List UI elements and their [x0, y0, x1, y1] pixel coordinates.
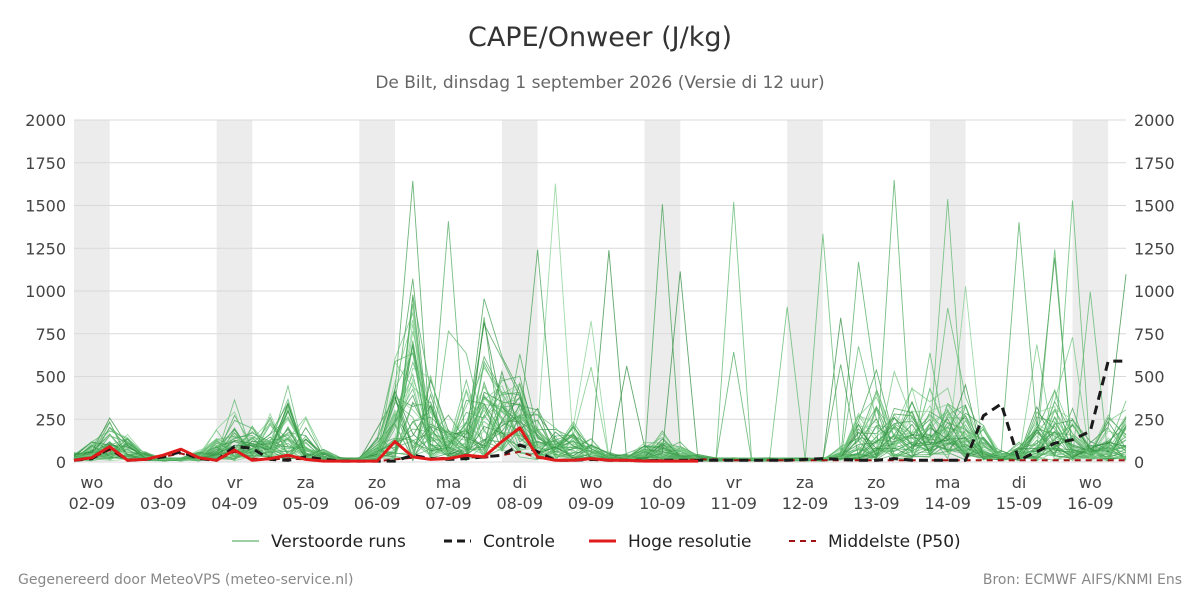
- ensemble-run-line: [73, 261, 1127, 462]
- x-tick-date: 06-09: [354, 494, 401, 513]
- footer-source: Bron: ECMWF AIFS/KNMI Ens: [982, 572, 1182, 588]
- y-tick-label-right: 1750: [1134, 154, 1175, 173]
- x-tick-day: zo: [368, 473, 386, 492]
- y-tick-label-left: 1000: [25, 282, 66, 301]
- y-tick-label-right: 0: [1134, 453, 1144, 472]
- footer-generator: Gegenereerd door MeteoVPS (meteo-service…: [18, 572, 354, 588]
- x-tick-day: ma: [935, 473, 960, 492]
- y-tick-label-right: 750: [1134, 325, 1165, 344]
- x-tick-date: 10-09: [639, 494, 686, 513]
- x-tick-date: 09-09: [568, 494, 615, 513]
- legend-label: Hoge resolutie: [628, 532, 752, 552]
- x-tick-date: 07-09: [425, 494, 472, 513]
- y-tick-label-right: 250: [1134, 410, 1165, 429]
- series-line-controle: [73, 359, 1126, 463]
- x-tick-date: 03-09: [140, 494, 187, 513]
- x-tick-date: 08-09: [497, 494, 544, 513]
- x-tick-day: zo: [867, 473, 885, 492]
- x-tick-date: 02-09: [69, 494, 116, 513]
- legend-label: Middelste (P50): [828, 532, 961, 552]
- series-line-hoge-resolutie: [73, 426, 699, 463]
- x-tick-date: 16-09: [1067, 494, 1114, 513]
- y-tick-label-right: 2000: [1134, 111, 1175, 130]
- x-tick-day: wo: [1079, 473, 1102, 492]
- x-tick-date: 13-09: [853, 494, 900, 513]
- y-tick-label-right: 500: [1134, 368, 1165, 387]
- chart-title: CAPE/Onweer (J/kg): [467, 22, 732, 53]
- chart-subtitle: De Bilt, dinsdag 1 september 2026 (Versi…: [375, 73, 825, 93]
- x-tick-day: vr: [226, 473, 242, 492]
- y-tick-label-left: 1500: [25, 197, 66, 216]
- y-tick-label-left: 2000: [25, 111, 66, 130]
- y-tick-label-right: 1000: [1134, 282, 1175, 301]
- y-tick-label-right: 1250: [1134, 239, 1175, 258]
- y-tick-label-left: 750: [35, 325, 66, 344]
- x-tick-day: do: [153, 473, 173, 492]
- legend-label: Controle: [483, 532, 555, 552]
- x-tick-day: wo: [80, 473, 103, 492]
- x-tick-date: 04-09: [211, 494, 258, 513]
- y-tick-label-left: 250: [35, 410, 66, 429]
- x-tick-day: ma: [436, 473, 461, 492]
- x-tick-day: di: [512, 473, 527, 492]
- x-tick-date: 14-09: [924, 494, 971, 513]
- x-tick-day: do: [652, 473, 672, 492]
- y-tick-label-left: 0: [56, 453, 66, 472]
- ensemble-run-line: [73, 385, 1127, 462]
- x-tick-date: 05-09: [283, 494, 330, 513]
- y-tick-label-left: 1250: [25, 239, 66, 258]
- x-tick-day: di: [1012, 473, 1027, 492]
- x-tick-date: 12-09: [782, 494, 829, 513]
- y-tick-label-right: 1500: [1134, 197, 1175, 216]
- y-tick-label-left: 500: [35, 368, 66, 387]
- x-tick-day: wo: [580, 473, 603, 492]
- x-tick-date: 15-09: [996, 494, 1043, 513]
- x-tick-date: 11-09: [710, 494, 757, 513]
- ensemble-run-line: [73, 364, 1127, 462]
- legend-label: Verstoorde runs: [271, 532, 406, 552]
- x-tick-day: vr: [726, 473, 742, 492]
- x-tick-day: za: [297, 473, 315, 492]
- y-tick-label-left: 1750: [25, 154, 66, 173]
- x-tick-day: za: [796, 473, 814, 492]
- ensemble-run-line: [73, 200, 1127, 462]
